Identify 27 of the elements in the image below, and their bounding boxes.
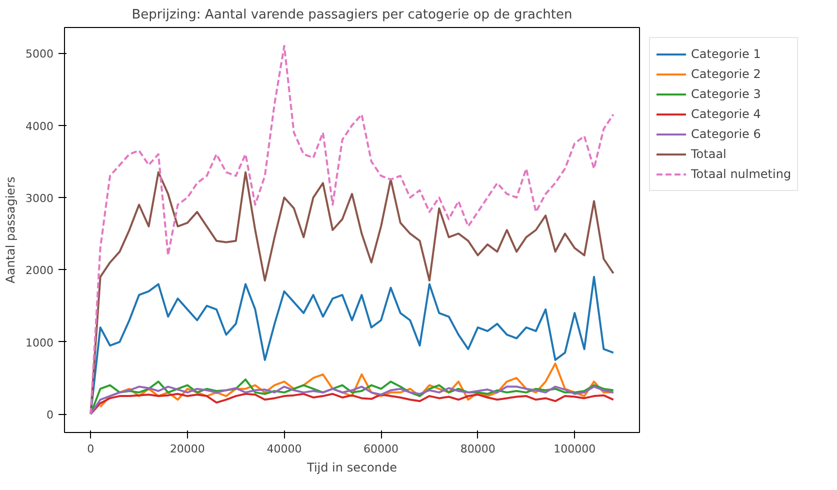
x-axis-title: Tijd in seconde (306, 460, 398, 474)
y-tick-label: 2000 (26, 264, 54, 278)
legend-label: Categorie 4 (691, 107, 761, 121)
line-series (90, 386, 614, 416)
y-tick-label: 4000 (26, 120, 54, 133)
y-axis-title: Aantal passagiers (4, 176, 18, 284)
chart-title: Beprijzing: Aantal varende passagiers per catogerie op de grachten (132, 8, 572, 22)
y-tick-label: 1000 (26, 336, 54, 350)
x-tick-label: 0 (87, 442, 94, 456)
legend-label: Categorie 3 (691, 87, 761, 101)
y-tick-label: 0 (46, 408, 54, 422)
line-series (99, 362, 614, 408)
legend-label: Totaal nulmeting (691, 167, 792, 181)
x-tick-label: 100000 (554, 442, 596, 456)
x-tick-label: 80000 (460, 442, 496, 456)
line-series (90, 171, 614, 416)
x-tick-label: 20000 (170, 442, 205, 456)
legend-label: Categorie 6 (691, 127, 761, 141)
line-series (90, 392, 614, 416)
y-tick-label: 5000 (26, 48, 54, 61)
legend-label: Categorie 1 (691, 47, 761, 61)
x-tick-label: 60000 (364, 442, 399, 456)
line-series (90, 44, 614, 416)
x-tick-label: 40000 (266, 442, 302, 456)
legend-label: Categorie 2 (691, 67, 761, 81)
legend-label: Totaal (691, 147, 726, 161)
y-tick-label: 3000 (26, 192, 54, 206)
